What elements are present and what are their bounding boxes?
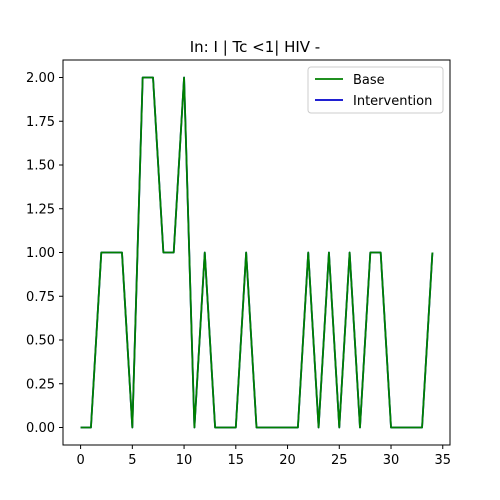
x-axis: 0 5 10 15 20 25 30 35 bbox=[76, 445, 451, 468]
x-tick-label: 0 bbox=[76, 453, 84, 468]
y-axis: 0.00 0.25 0.50 0.75 1.00 1.25 1.50 1.75 2.00 bbox=[26, 71, 63, 436]
x-tick-label: 5 bbox=[128, 453, 136, 468]
legend: Base Intervention bbox=[307, 66, 444, 114]
y-tick-label: 0.50 bbox=[26, 334, 55, 349]
x-tick-label: 30 bbox=[383, 453, 400, 468]
series-line-base bbox=[80, 76, 434, 429]
y-tick-label: 1.50 bbox=[26, 159, 55, 174]
y-tick-label: 1.00 bbox=[26, 246, 55, 261]
y-tick-label: 0.75 bbox=[26, 290, 55, 305]
x-tick-label: 10 bbox=[176, 453, 193, 468]
y-tick-label: 1.25 bbox=[26, 202, 55, 217]
x-tick-label: 20 bbox=[279, 453, 296, 468]
y-tick-label: 1.75 bbox=[26, 115, 55, 130]
legend-label-base: Base bbox=[353, 73, 385, 88]
y-tick-label: 0.25 bbox=[26, 377, 55, 392]
series-layer bbox=[80, 76, 434, 429]
x-tick-label: 15 bbox=[228, 453, 245, 468]
chart-title: In: I | Tc <1| HIV - bbox=[190, 38, 320, 56]
y-tick-label: 2.00 bbox=[26, 71, 55, 86]
x-tick-label: 35 bbox=[434, 453, 451, 468]
legend-label-intervention: Intervention bbox=[353, 94, 432, 109]
y-tick-label: 0.00 bbox=[26, 421, 55, 436]
x-tick-label: 25 bbox=[331, 453, 348, 468]
